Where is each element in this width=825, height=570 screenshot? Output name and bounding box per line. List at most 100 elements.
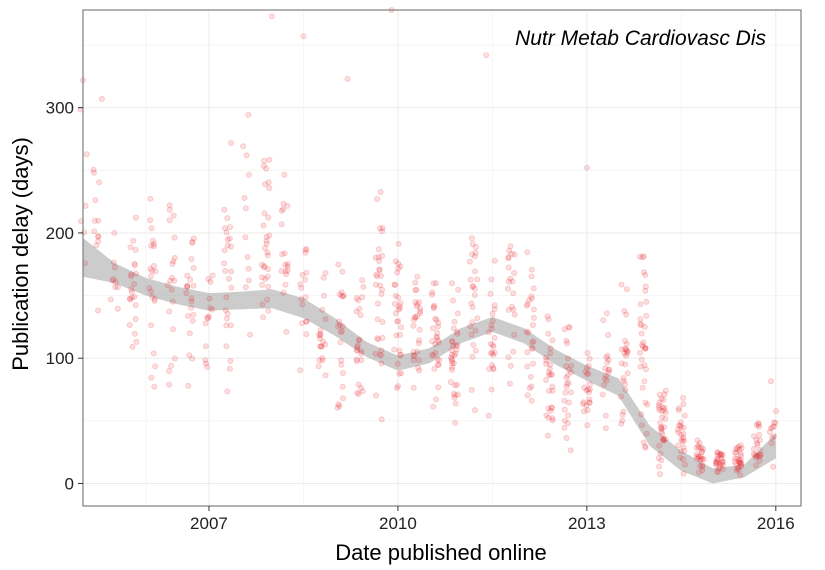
data-point — [111, 229, 118, 236]
data-point — [485, 412, 492, 419]
data-point — [164, 282, 171, 289]
data-point — [623, 347, 630, 354]
data-point — [356, 336, 363, 343]
data-point — [397, 305, 404, 312]
data-point — [719, 458, 726, 465]
data-point — [132, 214, 139, 221]
data-point — [699, 455, 706, 462]
data-point — [412, 314, 419, 321]
data-point — [377, 272, 384, 279]
data-point — [81, 229, 88, 236]
data-point — [547, 371, 554, 378]
data-point — [413, 303, 420, 310]
data-point — [207, 278, 214, 285]
data-point — [433, 396, 440, 403]
data-point — [448, 354, 455, 361]
data-point — [376, 282, 383, 289]
data-point — [546, 387, 553, 394]
data-point — [263, 165, 270, 172]
data-point — [209, 306, 216, 313]
data-point — [605, 331, 612, 338]
data-point — [226, 365, 233, 372]
data-point — [302, 246, 309, 253]
data-point — [151, 383, 158, 390]
data-point — [737, 450, 744, 457]
data-point — [190, 235, 197, 242]
data-point — [340, 292, 347, 299]
data-point — [567, 389, 574, 396]
data-point — [322, 372, 329, 379]
data-point — [584, 407, 591, 414]
data-point — [580, 399, 587, 406]
data-point — [398, 324, 405, 331]
y-tick-label: 300 — [46, 99, 74, 118]
data-point — [127, 244, 134, 251]
data-point — [770, 423, 777, 430]
data-point — [336, 321, 343, 328]
data-point — [585, 386, 592, 393]
data-point — [677, 454, 684, 461]
data-point — [266, 156, 273, 163]
data-point — [339, 383, 346, 390]
data-point — [396, 352, 403, 359]
data-point — [545, 405, 552, 412]
data-point — [737, 460, 744, 467]
data-point — [130, 237, 137, 244]
data-point — [317, 343, 324, 350]
data-point — [151, 295, 158, 302]
data-point — [223, 315, 230, 322]
data-point — [753, 436, 760, 443]
data-point — [339, 268, 346, 275]
data-point — [505, 306, 512, 313]
data-point — [221, 247, 228, 254]
data-point — [661, 407, 668, 414]
data-point — [655, 455, 662, 462]
data-point — [714, 449, 721, 456]
x-axis: 2007 2010 2013 2016 — [190, 506, 795, 533]
data-point — [412, 314, 419, 321]
data-point — [297, 367, 304, 374]
data-point — [319, 357, 326, 364]
data-point — [264, 265, 271, 272]
data-point — [448, 280, 455, 287]
data-point — [434, 361, 441, 368]
data-point — [508, 250, 515, 257]
data-point — [639, 341, 646, 348]
data-point — [618, 346, 625, 353]
data-point — [315, 331, 322, 338]
data-point — [334, 404, 341, 411]
data-point — [227, 357, 234, 364]
data-point — [696, 444, 703, 451]
data-point — [451, 318, 458, 325]
data-point — [527, 373, 534, 380]
data-point — [187, 276, 194, 283]
data-point — [603, 354, 610, 361]
data-point — [429, 291, 436, 298]
data-point — [604, 359, 611, 366]
data-point — [148, 288, 155, 295]
data-point — [317, 330, 324, 337]
data-point — [491, 349, 498, 356]
data-point — [284, 260, 291, 267]
data-point — [548, 404, 555, 411]
data-point — [659, 430, 666, 437]
data-point — [717, 452, 724, 459]
data-point — [561, 397, 568, 404]
data-point — [261, 245, 268, 252]
data-point — [435, 323, 442, 330]
data-point — [735, 443, 742, 450]
data-point — [509, 278, 516, 285]
data-point — [358, 348, 365, 355]
data-point — [642, 271, 649, 278]
data-point — [639, 384, 646, 391]
data-point — [359, 388, 366, 395]
data-point — [733, 446, 740, 453]
data-point — [431, 302, 438, 309]
data-point — [769, 424, 776, 431]
data-point — [412, 287, 419, 294]
data-point — [471, 268, 478, 275]
data-point — [676, 422, 683, 429]
data-point — [581, 384, 588, 391]
data-point — [184, 283, 191, 290]
data-point — [95, 233, 102, 240]
